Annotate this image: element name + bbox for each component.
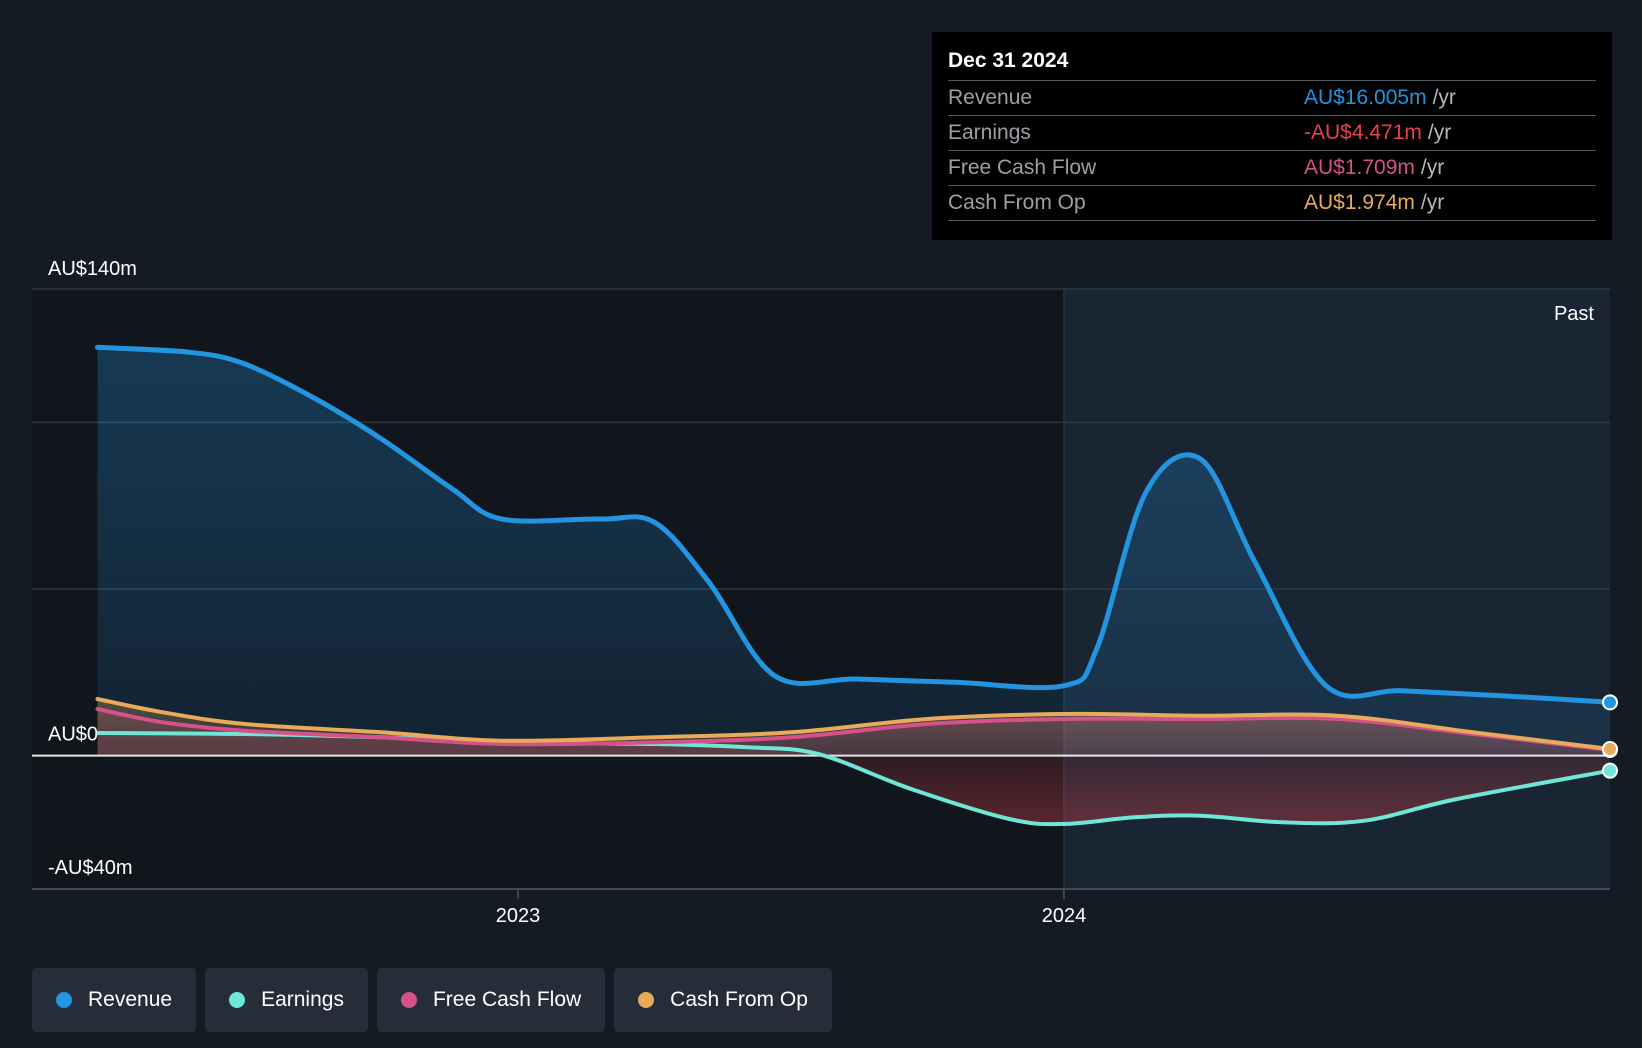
tooltip-row-earnings: Earnings -AU$4.471m /yr — [948, 115, 1596, 150]
axis-labels: AU$140m AU$0 -AU$40m 2023 2024 Past — [32, 258, 1610, 927]
line-revenue — [95, 344, 1613, 705]
tooltip-label: Cash From Op — [948, 191, 1086, 214]
tooltip-value: AU$1.709m — [1304, 156, 1415, 179]
tooltip-value: AU$16.005m — [1304, 86, 1427, 109]
legend-label: Revenue — [88, 988, 173, 1011]
line-cash-from-op — [95, 697, 1612, 751]
legend-item-earnings[interactable]: Earnings — [205, 968, 368, 1032]
y-tick-label: AU$140m — [48, 258, 137, 280]
tooltip: Dec 31 2024 Revenue AU$16.005m /yr Earni… — [932, 32, 1612, 240]
series-lines — [32, 344, 1613, 827]
y-tick-label: AU$0 — [48, 724, 98, 746]
legend-item-cash-from-op[interactable]: Cash From Op — [614, 968, 832, 1032]
series-end-markers — [1602, 694, 1618, 779]
legend-label: Earnings — [261, 988, 344, 1011]
tooltip-row-revenue: Revenue AU$16.005m /yr — [948, 80, 1596, 115]
legend-item-revenue[interactable]: Revenue — [32, 968, 197, 1032]
line-free-cash-flow — [95, 707, 1612, 752]
tooltip-label: Revenue — [948, 86, 1033, 109]
dot-icon — [56, 992, 72, 1008]
x-tick-label: 2024 — [1042, 905, 1087, 927]
tooltip-row-free-cash-flow: Free Cash Flow AU$1.709m /yr — [948, 150, 1596, 185]
tooltip-row-cash-from-op: Cash From Op AU$1.974m /yr — [948, 185, 1596, 221]
legend-item-free-cash-flow[interactable]: Free Cash Flow — [376, 968, 606, 1032]
end-marker-earnings — [1602, 762, 1618, 779]
dot-icon — [400, 992, 417, 1008]
end-marker-revenue — [1602, 694, 1618, 711]
y-tick-label: -AU$40m — [48, 857, 132, 879]
end-marker-cash-from-op — [1602, 741, 1618, 757]
tooltip-unit: /yr — [1420, 156, 1445, 179]
legend: Revenue Earnings Free Cash Flow Cash Fro… — [32, 968, 832, 1032]
tooltip-label: Earnings — [948, 121, 1031, 144]
past-label: Past — [1554, 303, 1594, 325]
tooltip-date: Dec 31 2024 — [948, 49, 1069, 72]
tooltip-value: AU$1.974m — [1304, 191, 1415, 214]
tooltip-label: Free Cash Flow — [948, 156, 1097, 179]
tooltip-value: -AU$4.471m — [1304, 121, 1422, 144]
dot-icon — [229, 992, 246, 1008]
area-revenue — [97, 347, 1610, 756]
x-tick-label: 2023 — [496, 905, 541, 927]
legend-label: Free Cash Flow — [432, 988, 582, 1011]
tooltip-unit: /yr — [1432, 86, 1456, 109]
tooltip-unit: /yr — [1420, 191, 1445, 214]
dot-icon — [638, 992, 655, 1008]
legend-label: Cash From Op — [670, 988, 808, 1011]
tooltip-unit: /yr — [1427, 121, 1452, 144]
